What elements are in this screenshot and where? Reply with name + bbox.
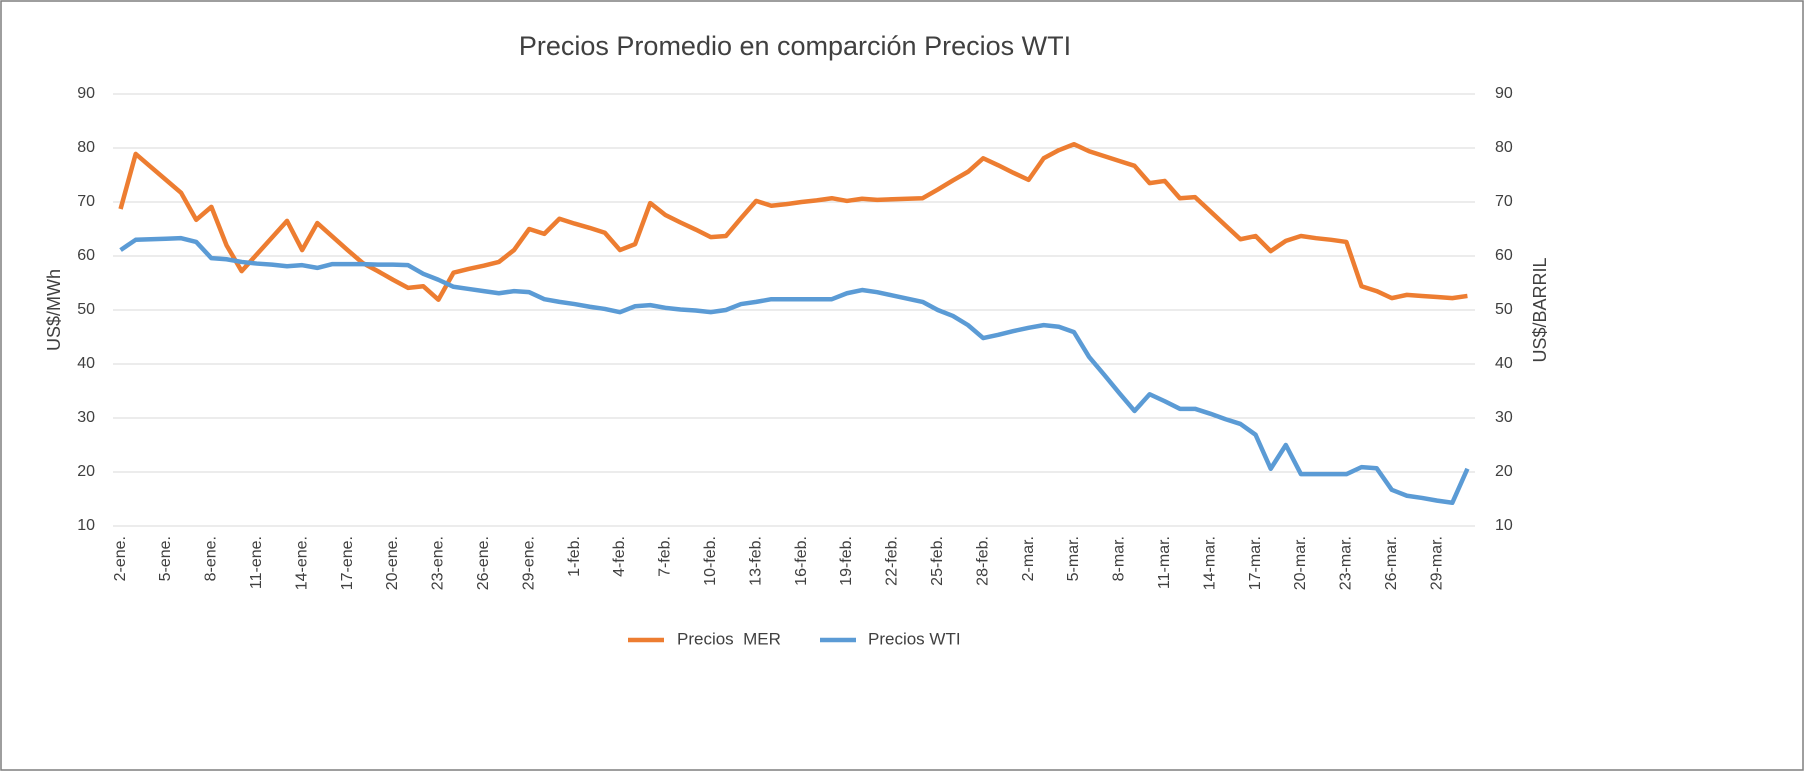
x-tick-label: 11-ene. — [248, 536, 265, 589]
x-tick-label: 8-ene. — [203, 536, 220, 581]
x-tick-label: 29-mar. — [1428, 536, 1445, 590]
x-tick-label: 14-mar. — [1201, 536, 1218, 590]
x-tick-label: 17-mar. — [1247, 536, 1264, 590]
series-line — [118, 141, 1468, 302]
y2-tick-label: 10 — [1495, 517, 1513, 534]
y2-tick-label: 50 — [1495, 301, 1513, 318]
x-tick-label: 22-feb. — [884, 536, 901, 586]
x-tick-label: 20-mar. — [1292, 536, 1309, 590]
y2-tick-label: 70 — [1495, 193, 1513, 210]
y-tick-label: 40 — [77, 355, 95, 372]
x-tick-label: 23-ene. — [430, 536, 447, 590]
y2-tick-label: 90 — [1495, 85, 1513, 102]
y-tick-label: 20 — [77, 463, 95, 480]
x-tick-label: 5-mar. — [1065, 536, 1082, 581]
x-tick-label: 1-feb. — [566, 536, 583, 577]
x-tick-label: 2-mar. — [1020, 536, 1037, 581]
x-tick-label: 20-ene. — [384, 536, 401, 590]
x-tick-label: 28-feb. — [974, 536, 991, 586]
x-tick-label: 10-feb. — [702, 536, 719, 586]
y-tick-label: 50 — [77, 301, 95, 318]
x-tick-label: 25-feb. — [929, 536, 946, 586]
legend-label: Precios WTI — [868, 629, 961, 648]
y-tick-label: 30 — [77, 409, 95, 426]
x-tick-label: 23-mar. — [1338, 536, 1355, 590]
y-axis-title: US$/MWh — [44, 269, 64, 351]
y-tick-label: 90 — [77, 85, 95, 102]
y-tick-label: 80 — [77, 139, 95, 156]
y2-tick-label: 80 — [1495, 139, 1513, 156]
x-tick-label: 4-feb. — [611, 536, 628, 577]
x-tick-label: 16-feb. — [793, 536, 810, 586]
y2-tick-label: 20 — [1495, 463, 1513, 480]
x-tick-label: 5-ene. — [157, 536, 174, 581]
y2-tick-label: 60 — [1495, 247, 1513, 264]
y-tick-label: 70 — [77, 193, 95, 210]
y-tick-label: 60 — [77, 247, 95, 264]
y2-axis-title: US$/BARRIL — [1530, 257, 1550, 362]
x-tick-label: 17-ene. — [339, 536, 356, 590]
x-tick-label: 26-ene. — [475, 536, 492, 590]
x-tick-label: 13-feb. — [747, 536, 764, 586]
x-tick-label: 2-ene. — [112, 536, 129, 581]
y-tick-label: 10 — [77, 517, 95, 534]
x-tick-label: 11-mar. — [1156, 536, 1173, 589]
x-tick-label: 29-ene. — [520, 536, 537, 590]
x-tick-label: 8-mar. — [1111, 536, 1128, 581]
x-tick-label: 7-feb. — [657, 536, 674, 577]
y2-tick-label: 40 — [1495, 355, 1513, 372]
chart-title: Precios Promedio en comparción Precios W… — [519, 31, 1071, 61]
series-line — [119, 235, 1470, 506]
legend-label: Precios MER — [677, 629, 781, 648]
y2-tick-label: 30 — [1495, 409, 1513, 426]
x-tick-label: 14-ene. — [293, 536, 310, 590]
x-tick-label: 19-feb. — [838, 536, 855, 586]
x-tick-label: 26-mar. — [1383, 536, 1400, 590]
